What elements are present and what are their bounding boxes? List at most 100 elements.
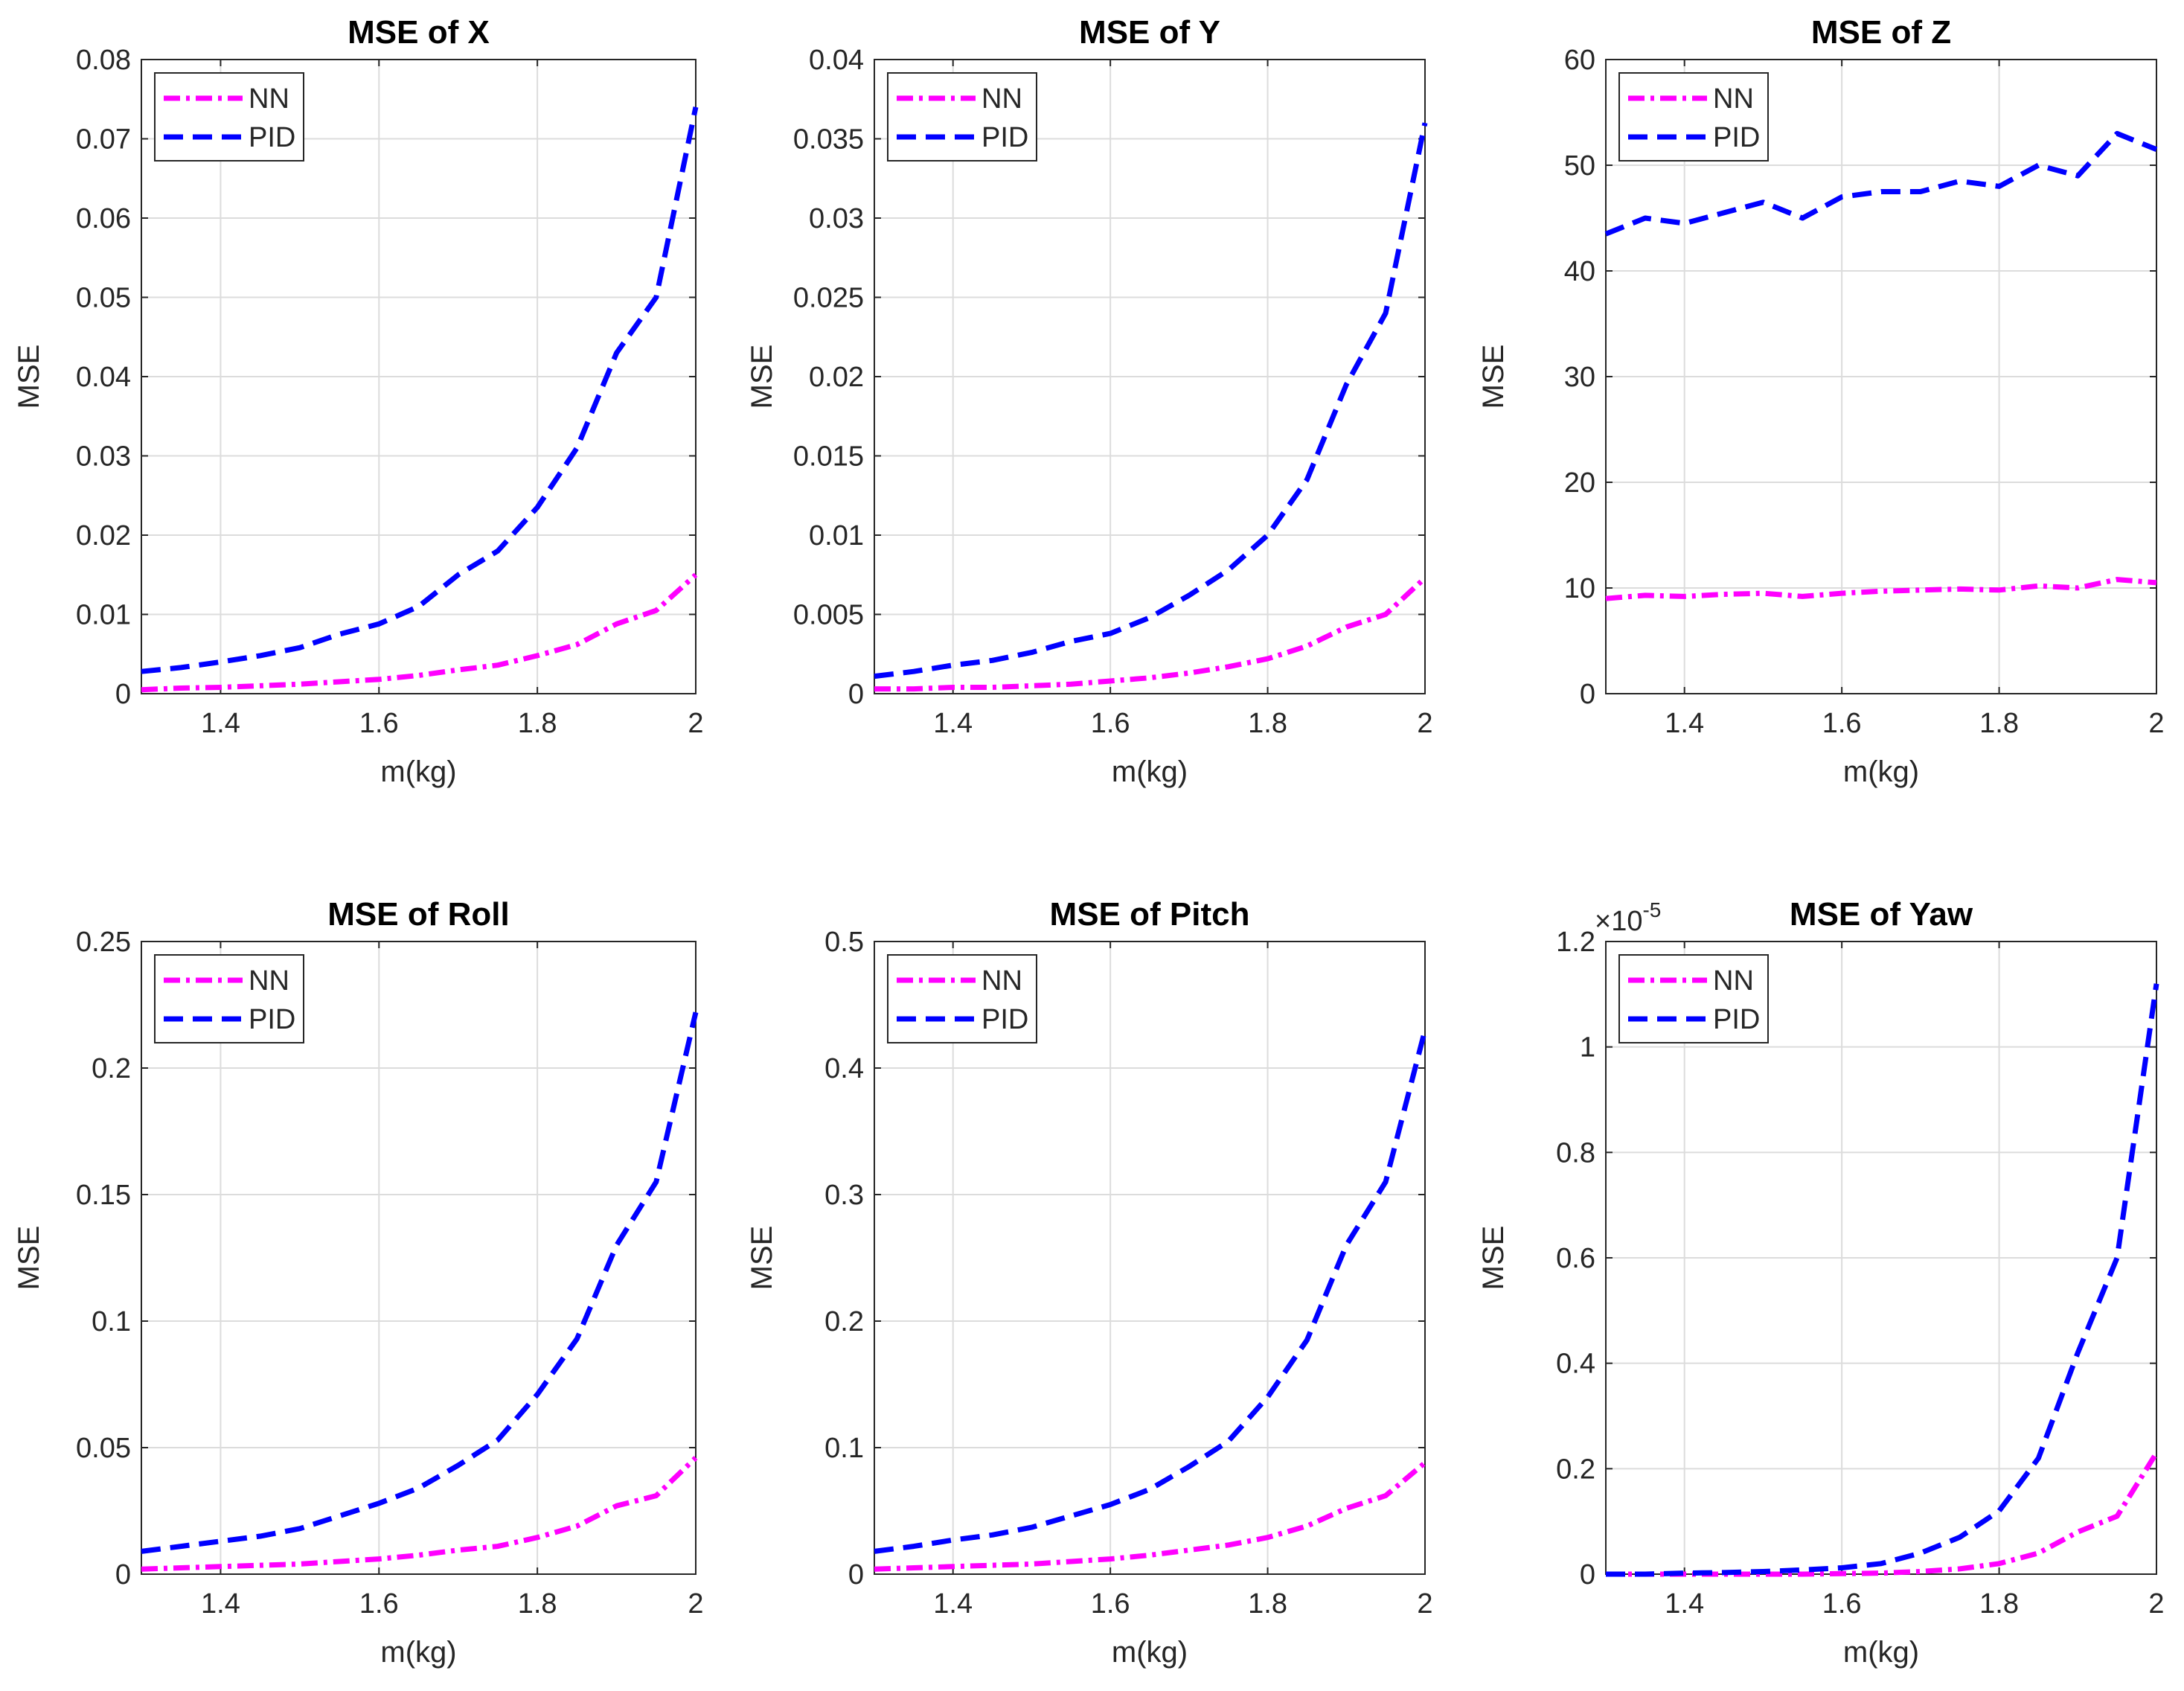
- legend-label-nn: NN: [249, 83, 289, 115]
- x-tick-label: 2: [1417, 1588, 1432, 1620]
- legend-box: [1618, 72, 1769, 162]
- x-tick-label: 1.6: [1822, 1588, 1862, 1620]
- x-axis-label: m(kg): [1112, 755, 1188, 788]
- subplot-4: 1.4 1.6 1.8 2 0 0.05 0.1 0.15 0.2 0.25 MSE of Roll…: [13, 896, 704, 1669]
- series-line-nn: [1606, 1451, 2159, 1577]
- x-tick-label: 1.6: [1822, 708, 1862, 739]
- legend-label-nn: NN: [249, 965, 289, 997]
- chart-title: MSE of Yaw: [1790, 896, 1973, 933]
- legend-label-pid: PID: [249, 122, 295, 153]
- y-tick-label: 0.035: [793, 124, 864, 156]
- legend: NN PID: [887, 954, 1037, 1043]
- y-tick-label: 1: [1580, 1032, 1595, 1064]
- y-tick-label: 20: [1564, 467, 1595, 499]
- series-line-nn: [141, 572, 698, 693]
- y-tick-label: 0.02: [809, 362, 864, 393]
- y-tick-label: 0.03: [76, 441, 131, 473]
- series-line-nn: [874, 1460, 1427, 1572]
- x-tick-label: 1.6: [359, 1588, 399, 1620]
- x-tick-label: 1.8: [1979, 1588, 2019, 1620]
- series-line-pid: [141, 106, 699, 674]
- x-tick-label: 1.6: [1091, 1588, 1130, 1620]
- y-tick-label: 10: [1564, 573, 1595, 604]
- legend-box: [887, 954, 1037, 1043]
- axes-box: [141, 941, 696, 1575]
- y-axis-label: MSE: [1477, 345, 1510, 409]
- x-tick-label: 1.6: [359, 708, 399, 739]
- legend-box: [1618, 954, 1769, 1043]
- x-tick-label: 2: [688, 1588, 703, 1620]
- x-tick-label: 2: [1417, 708, 1432, 739]
- y-tick-label: 0: [115, 1559, 131, 1591]
- x-tick-label: 1.4: [201, 708, 240, 739]
- y-tick-label: 40: [1564, 256, 1595, 287]
- axes-box: [874, 941, 1426, 1575]
- exponent-power: -5: [1642, 898, 1661, 921]
- x-axis-label: m(kg): [380, 755, 456, 788]
- y-tick-label: 0.08: [76, 45, 131, 76]
- legend: NN PID: [1618, 954, 1769, 1043]
- y-tick-label: 0.2: [92, 1053, 131, 1084]
- x-axis-label: m(kg): [1843, 1636, 1919, 1669]
- subplot-6: 1.4 1.6 1.8 2 0 0.2 0.4 0.6 0.8 1 1.2×10-5 MSE of Y…: [1477, 896, 2165, 1669]
- y-tick-label: 0.07: [76, 124, 131, 156]
- chart-title: MSE of Z: [1811, 14, 1951, 51]
- y-tick-label: 0.8: [1556, 1137, 1595, 1169]
- series-line-nn: [1605, 577, 2157, 601]
- x-tick-label: 1.8: [1248, 708, 1287, 739]
- y-tick-label: 0.4: [824, 1053, 864, 1084]
- x-axis-label: m(kg): [1843, 755, 1919, 788]
- y-tick-label: 0.1: [92, 1306, 131, 1337]
- legend-label-pid: PID: [1713, 122, 1760, 153]
- y-tick-label: 0: [1580, 1559, 1595, 1591]
- x-axis-label: m(kg): [380, 1636, 456, 1669]
- subplot-2: 1.4 1.6 1.8 2 0 0.005 0.01 0.015 0.02 0.025 0.03 0.…: [746, 14, 1433, 788]
- y-tick-label: 0.6: [1556, 1243, 1595, 1274]
- legend: NN PID: [1618, 72, 1769, 162]
- legend-label-nn: NN: [1713, 83, 1754, 115]
- x-tick-label: 1.4: [1665, 1588, 1704, 1620]
- x-tick-label: 1.8: [518, 708, 557, 739]
- y-tick-label: 0.04: [809, 45, 864, 76]
- legend-label-pid: PID: [1713, 1004, 1760, 1035]
- y-tick-label: 0.25: [76, 927, 131, 958]
- legend-box: [154, 954, 304, 1043]
- series-line-pid: [141, 1011, 699, 1554]
- y-tick-label: 60: [1564, 45, 1595, 76]
- axis-exponent: ×10-5: [1595, 898, 1661, 937]
- y-axis-label: MSE: [13, 345, 45, 409]
- legend-label-pid: PID: [249, 1004, 295, 1035]
- y-tick-label: 0: [115, 679, 131, 710]
- legend-label-pid: PID: [981, 1004, 1028, 1035]
- series-line-pid: [1604, 130, 2158, 237]
- y-axis-label: MSE: [13, 1226, 45, 1291]
- y-tick-label: 0.025: [793, 283, 864, 314]
- y-tick-label: 0.02: [76, 520, 131, 552]
- y-axis-label: MSE: [1477, 1226, 1510, 1291]
- x-tick-label: 1.8: [518, 1588, 557, 1620]
- legend: NN PID: [887, 72, 1037, 162]
- y-tick-label: 0.04: [76, 362, 131, 393]
- subplot-1: 1.4 1.6 1.8 2 0 0.01 0.02 0.03 0.04 0.05 0.06 0.07 0…: [13, 14, 704, 788]
- x-tick-label: 1.8: [1248, 1588, 1287, 1620]
- series-line-pid: [874, 122, 1428, 680]
- chart-title: MSE of Pitch: [1050, 896, 1250, 933]
- y-tick-label: 0.1: [824, 1433, 864, 1464]
- x-tick-label: 1.4: [933, 708, 973, 739]
- legend-box: [154, 72, 304, 162]
- chart-title: MSE of Y: [1079, 14, 1220, 51]
- y-tick-label: 30: [1564, 362, 1595, 393]
- series-line-pid: [874, 1029, 1428, 1554]
- chart-title: MSE of X: [348, 14, 490, 51]
- legend-box: [887, 72, 1037, 162]
- y-tick-label: 0: [848, 1559, 864, 1591]
- subplot-5: 1.4 1.6 1.8 2 0 0.1 0.2 0.3 0.4 0.5 MSE of Pitch m(…: [746, 896, 1433, 1669]
- y-tick-label: 0.01: [76, 600, 131, 631]
- series-line-nn: [874, 575, 1427, 692]
- series-line-pid: [1606, 983, 2159, 1577]
- x-tick-label: 2: [2148, 708, 2164, 739]
- x-tick-label: 1.8: [1979, 708, 2019, 739]
- y-tick-label: 0.05: [76, 283, 131, 314]
